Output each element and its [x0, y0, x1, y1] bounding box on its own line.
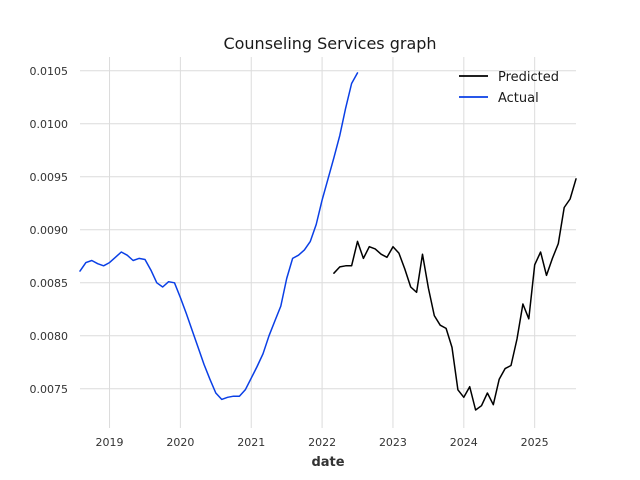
legend: Predicted Actual	[459, 70, 559, 106]
series-lines	[79, 72, 577, 411]
gridlines	[80, 57, 576, 428]
x-tick-label: 2025	[521, 436, 549, 449]
x-tick-label: 2021	[237, 436, 265, 449]
legend-label-actual: Actual	[498, 91, 539, 106]
y-tick-label: 0.0080	[30, 330, 69, 343]
x-tick-label: 2022	[308, 436, 336, 449]
series-line-predicted	[333, 178, 577, 411]
x-tick-label: 2024	[450, 436, 478, 449]
y-tick-label: 0.0095	[30, 171, 69, 184]
y-tick-label: 0.0090	[30, 224, 69, 237]
y-tick-label: 0.0075	[30, 383, 69, 396]
y-tick-label: 0.0105	[30, 65, 69, 78]
series-line-actual	[79, 72, 359, 401]
y-tick-label: 0.0100	[30, 118, 69, 131]
x-tick-label: 2020	[166, 436, 194, 449]
x-tick-label: 2023	[379, 436, 407, 449]
y-tick-label: 0.0085	[30, 277, 69, 290]
axis-ticks: 2019 2020 2021 2022 2023 2024 2025 0.0075 0.0080…	[30, 65, 549, 449]
x-tick-label: 2019	[96, 436, 124, 449]
legend-label-predicted: Predicted	[498, 70, 559, 85]
x-axis-label: date	[311, 455, 344, 470]
chart-title: Counseling Services graph	[223, 34, 436, 53]
